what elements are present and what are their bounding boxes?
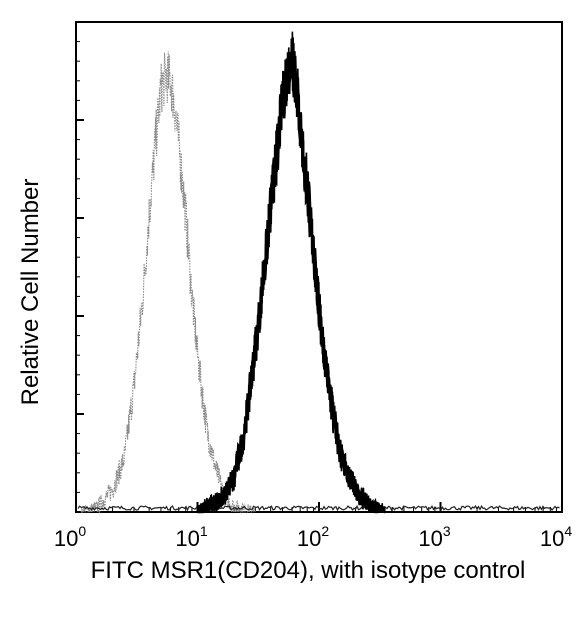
msr1-fitc-series bbox=[77, 31, 560, 514]
x-axis-tick-labels: 100 101 102 103 104 bbox=[54, 523, 572, 551]
y-axis-title: Relative Cell Number bbox=[17, 179, 44, 406]
x-tick-label: 101 bbox=[175, 523, 207, 551]
baseline-noise bbox=[77, 504, 560, 512]
isotype-control-series bbox=[80, 51, 256, 514]
msr1-trace bbox=[196, 51, 386, 514]
x-tick-label: 104 bbox=[540, 523, 572, 551]
msr1-trace-noise bbox=[196, 31, 386, 514]
isotype-trace bbox=[80, 51, 256, 514]
x-axis-title: FITC MSR1(CD204), with isotype control bbox=[91, 557, 526, 584]
histogram-series-layer bbox=[77, 31, 560, 514]
x-tick-label: 102 bbox=[297, 523, 329, 551]
y-axis-ticks bbox=[76, 21, 84, 513]
x-tick-label: 100 bbox=[54, 523, 86, 551]
x-tick-label: 103 bbox=[418, 523, 450, 551]
plot-frame bbox=[75, 21, 563, 513]
